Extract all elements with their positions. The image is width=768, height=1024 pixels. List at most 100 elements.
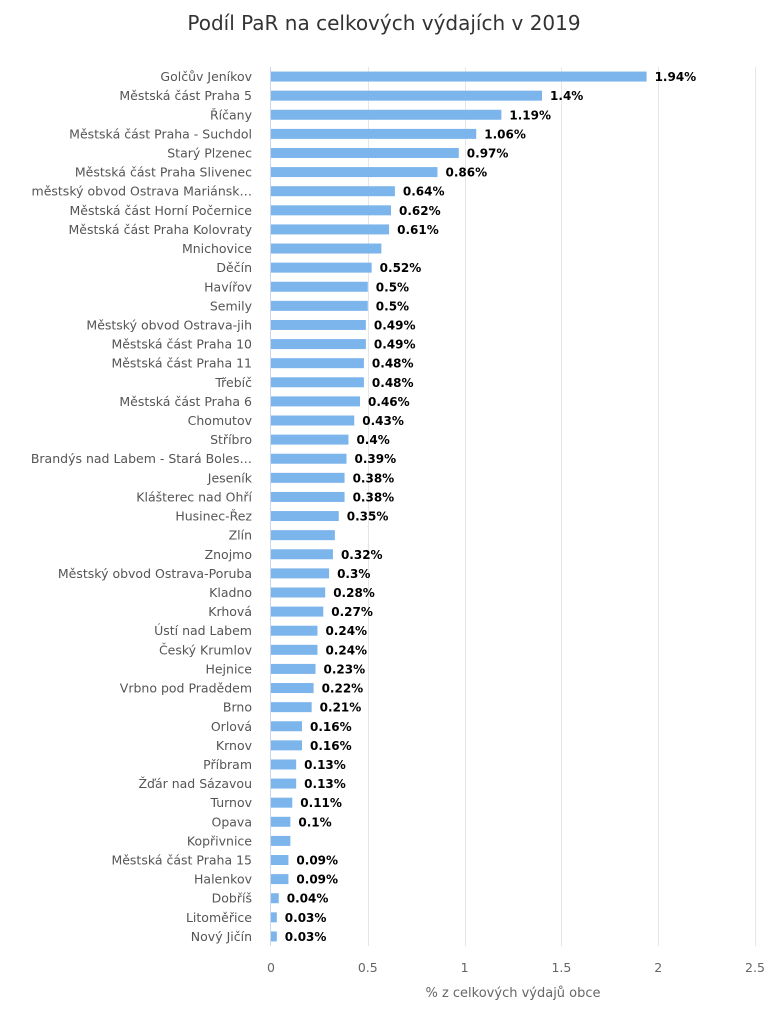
category-label: Příbram (203, 757, 252, 772)
bar (271, 377, 364, 388)
bar (271, 778, 297, 789)
category-label: Golčův Jeníkov (160, 69, 252, 84)
category-label: Zlín (229, 528, 252, 543)
data-label: 0.3% (337, 567, 370, 581)
bar (271, 434, 349, 445)
category-label: Nový Jičín (191, 929, 252, 944)
x-tick-label: 2.5 (745, 960, 765, 975)
category-label: Městský obvod Ostrava-jih (86, 317, 252, 332)
category-label: Městský obvod Ostrava-Poruba (58, 566, 252, 581)
category-label: Krhová (208, 604, 252, 619)
data-labels: 1.94% 1.4% 1.19% 1.06% 0.97% 0.86%0.64% 0.62% 0… (285, 70, 696, 944)
bar (271, 128, 477, 139)
data-label: 1.4% (550, 89, 583, 103)
category-label: Dobříš (212, 891, 252, 906)
data-label: 0.5% (376, 280, 409, 294)
data-label: 0.09% (296, 854, 338, 868)
bar (271, 339, 366, 350)
category-label: Chomutov (188, 413, 253, 428)
bar (271, 663, 316, 674)
category-label: Český Krumlov (159, 642, 253, 657)
x-tick-label: 0.5 (358, 960, 378, 975)
category-label: Brandýs nad Labem - Stará Boles… (31, 451, 252, 466)
bar (271, 931, 277, 942)
bar (271, 721, 302, 732)
category-label: Děčín (216, 260, 252, 275)
data-label: 0.16% (310, 720, 352, 734)
category-label: Krnov (216, 738, 253, 753)
data-label: 1.06% (484, 127, 526, 141)
data-label: 0.52% (380, 261, 422, 275)
bar (271, 205, 392, 216)
category-label: městský obvod Ostrava Mariánsk… (32, 184, 252, 199)
data-label: 0.43% (362, 414, 404, 428)
bar (271, 797, 293, 808)
category-label: Husinec-Řez (175, 509, 252, 524)
bar (271, 472, 345, 483)
data-label: 1.19% (509, 108, 551, 122)
bar (271, 893, 279, 904)
category-label: Halenkov (194, 872, 253, 887)
data-label: 0.03% (285, 930, 327, 944)
data-label: 0.28% (333, 586, 375, 600)
category-labels: Golčův Jeníkov Městská část Praha 5 Říčany… (31, 69, 253, 944)
bar (271, 530, 335, 541)
category-label: Ústí nad Labem (154, 623, 252, 638)
data-label: 0.13% (304, 758, 346, 772)
bar (271, 568, 330, 579)
bar (271, 224, 390, 235)
category-label: Městská část Praha 6 (119, 394, 252, 409)
category-label: Opava (212, 814, 253, 829)
bar (271, 855, 289, 866)
category-label: Brno (223, 700, 252, 715)
category-label: Městská část Praha 5 (119, 88, 252, 103)
category-label: Městská část Praha - Suchdol (69, 126, 252, 141)
x-tick-label: 1.5 (551, 960, 571, 975)
data-label: 0.32% (341, 548, 383, 562)
bar (271, 90, 543, 101)
data-label: 0.03% (285, 911, 327, 925)
category-label: Klášterec nad Ohří (136, 489, 252, 504)
x-axis-ticks: 0 0.5 1 1.5 2 2.5 (267, 960, 765, 975)
category-label: Třebíč (214, 375, 252, 390)
data-label: 0.4% (356, 433, 389, 447)
bar-series (271, 71, 647, 942)
data-label: 0.61% (397, 223, 439, 237)
bar (271, 109, 502, 120)
data-label: 0.27% (331, 605, 373, 619)
data-label: 0.97% (467, 146, 509, 160)
bar (271, 702, 312, 713)
data-label: 0.11% (300, 796, 342, 810)
data-label: 0.46% (368, 395, 410, 409)
x-axis-title: % z celkových výdajů obce (425, 986, 600, 1001)
bar (271, 740, 302, 751)
category-label: Kopřivnice (187, 833, 252, 848)
bar (271, 396, 361, 407)
category-label: Litoměřice (186, 910, 252, 925)
bar (271, 281, 368, 292)
data-label: 0.62% (399, 204, 441, 218)
data-label: 1.94% (655, 70, 697, 84)
category-label: Vrbno pod Pradědem (120, 681, 252, 696)
x-tick-label: 2 (654, 960, 662, 975)
bar (271, 262, 372, 273)
data-label: 0.23% (324, 662, 366, 676)
bar (271, 759, 297, 770)
gridlines (368, 67, 756, 946)
data-label: 0.24% (325, 624, 367, 638)
bar (271, 511, 339, 522)
category-label: Žďár nad Sázavou (138, 776, 252, 791)
bar (271, 319, 366, 330)
bar (271, 300, 368, 311)
data-label: 0.64% (403, 185, 445, 199)
category-label: Havířov (204, 279, 252, 294)
data-label: 0.5% (376, 299, 409, 313)
bar (271, 147, 459, 158)
category-label: Znojmo (205, 547, 252, 562)
bar (271, 625, 318, 636)
bar (271, 491, 345, 502)
data-label: 0.04% (287, 892, 329, 906)
category-label: Městská část Praha 10 (111, 337, 252, 352)
bar (271, 243, 382, 254)
